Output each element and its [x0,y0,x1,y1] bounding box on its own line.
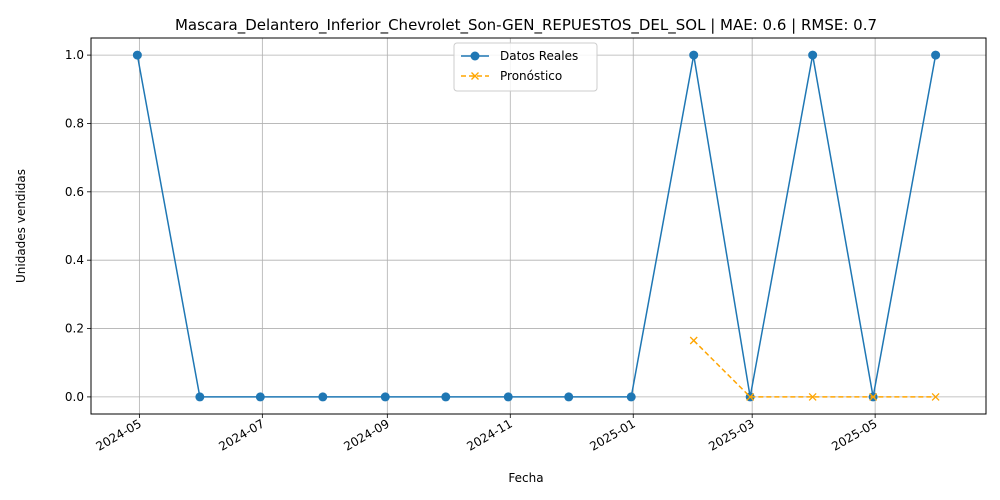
data-point [808,50,818,60]
x-tick-label: 2025-01 [587,416,637,453]
y-axis-label: Unidades vendidas [14,169,28,283]
data-point [132,50,142,60]
data-point [195,392,205,402]
chart-title: Mascara_Delantero_Inferior_Chevrolet_Son… [175,16,877,35]
y-tick-label: 0.4 [65,253,84,267]
legend: Datos Reales Pronóstico [453,42,598,92]
data-point [689,50,699,60]
data-point [255,392,265,402]
x-tick-label: 2024-07 [216,416,266,453]
x-axis-label: Fecha [508,471,543,485]
series-line-0 [136,54,937,398]
x-axis-ticks: 2024-05 2024-07 2024-09 2024-11 2025-01 2025-… [93,414,880,454]
x-tick-label: 2024-05 [93,416,143,453]
data-point [746,392,755,401]
legend-marker-datos-reales [470,51,480,61]
y-tick-label: 0.2 [65,322,84,336]
y-tick-label: 0.0 [65,390,84,404]
legend-label-pronostico: Pronóstico [500,69,562,83]
y-axis-ticks: 0.0 0.2 0.4 0.6 0.8 1.0 [65,48,91,404]
data-point [564,392,574,402]
y-tick-label: 0.6 [65,185,84,199]
x-tick-label: 2025-05 [829,416,879,453]
data-point [931,50,941,60]
series-line-1 [693,339,936,398]
x-tick-label: 2025-03 [706,416,756,453]
series-layer [132,50,941,402]
x-tick-label: 2024-09 [341,416,391,453]
data-point [380,392,390,402]
legend-marker-pronostico [471,72,479,80]
data-point [808,392,817,401]
x-tick-label: 2024-11 [464,416,514,453]
data-point [689,336,698,345]
data-point [626,392,636,402]
grid [91,38,986,414]
data-point [931,392,940,401]
legend-box [453,42,598,92]
data-point [441,392,451,402]
y-tick-label: 0.8 [65,116,84,130]
data-point [869,392,878,401]
data-point [318,392,328,402]
y-tick-label: 1.0 [65,48,84,62]
legend-label-datos-reales: Datos Reales [500,49,578,63]
data-point [503,392,513,402]
plot-frame [90,37,987,415]
